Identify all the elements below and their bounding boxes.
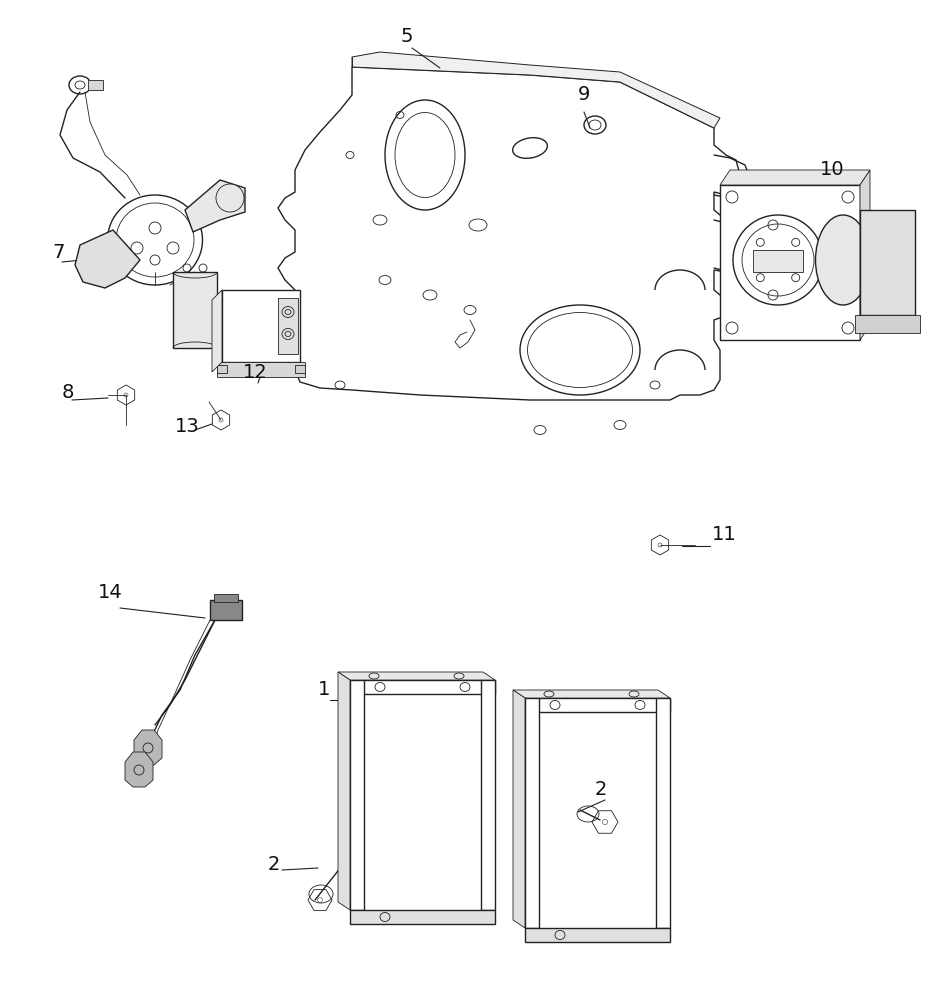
Bar [210,600,242,620]
Bar [525,698,670,712]
Polygon shape [125,752,153,787]
Bar [350,680,495,694]
Bar [656,698,670,928]
Polygon shape [75,230,140,288]
Text: 2: 2 [595,780,607,799]
Bar [720,185,860,340]
Bar [214,594,238,602]
Text: 1: 1 [318,680,330,699]
Text: 2: 2 [268,855,280,874]
Bar [222,290,300,362]
Text: 5: 5 [400,27,413,46]
Text: 14: 14 [98,583,123,602]
Bar [753,250,803,272]
Polygon shape [720,170,870,185]
Text: 11: 11 [712,525,737,544]
Polygon shape [352,52,720,128]
Bar [295,365,305,373]
Bar [855,315,920,333]
Bar [173,272,217,348]
Text: 13: 13 [175,417,199,436]
Text: 10: 10 [820,160,845,179]
Polygon shape [212,290,222,372]
Bar [350,910,495,924]
Bar [860,210,915,315]
Bar [481,680,495,910]
Bar [525,928,670,942]
Polygon shape [513,690,670,698]
Polygon shape [860,170,870,340]
Polygon shape [185,180,245,232]
Polygon shape [134,730,162,765]
Bar [88,80,103,90]
Polygon shape [338,672,495,680]
Ellipse shape [816,215,870,305]
Bar [525,698,539,928]
Text: 8: 8 [62,383,74,402]
Bar [217,362,305,377]
Ellipse shape [216,184,244,212]
Text: 12: 12 [243,363,268,382]
Polygon shape [338,672,350,910]
Bar [217,365,227,373]
Text: 7: 7 [52,243,64,262]
Bar [350,680,364,910]
Polygon shape [278,67,740,400]
Bar [278,298,298,354]
Text: 9: 9 [578,85,590,104]
Polygon shape [513,690,525,928]
